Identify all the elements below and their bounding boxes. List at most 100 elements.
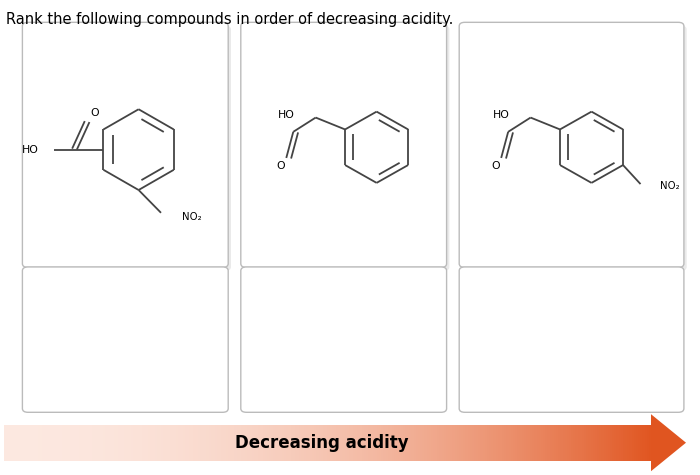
Polygon shape: [468, 425, 470, 461]
Polygon shape: [591, 425, 593, 461]
Polygon shape: [43, 425, 45, 461]
Polygon shape: [508, 425, 511, 461]
Polygon shape: [569, 425, 571, 461]
Polygon shape: [181, 425, 183, 461]
Polygon shape: [444, 425, 446, 461]
Polygon shape: [57, 425, 60, 461]
Polygon shape: [610, 425, 612, 461]
Polygon shape: [478, 425, 480, 461]
Polygon shape: [606, 425, 608, 461]
Polygon shape: [476, 425, 478, 461]
Polygon shape: [638, 425, 640, 461]
Polygon shape: [271, 425, 273, 461]
Polygon shape: [511, 425, 513, 461]
Polygon shape: [228, 425, 230, 461]
Polygon shape: [412, 425, 414, 461]
Polygon shape: [599, 425, 601, 461]
Polygon shape: [64, 425, 66, 461]
Text: O: O: [91, 107, 99, 118]
Polygon shape: [308, 425, 310, 461]
Polygon shape: [159, 425, 161, 461]
Polygon shape: [480, 425, 483, 461]
Polygon shape: [237, 425, 239, 461]
Polygon shape: [556, 425, 558, 461]
Polygon shape: [139, 425, 141, 461]
Polygon shape: [21, 425, 23, 461]
Polygon shape: [209, 425, 211, 461]
Polygon shape: [424, 425, 426, 461]
Text: HO: HO: [278, 110, 295, 120]
Polygon shape: [27, 425, 29, 461]
Text: O: O: [491, 162, 500, 171]
FancyBboxPatch shape: [22, 267, 228, 412]
Polygon shape: [543, 425, 545, 461]
Polygon shape: [40, 425, 43, 461]
Polygon shape: [135, 425, 137, 461]
Polygon shape: [530, 425, 532, 461]
Polygon shape: [234, 425, 237, 461]
Polygon shape: [118, 425, 120, 461]
Polygon shape: [448, 425, 450, 461]
Polygon shape: [532, 425, 535, 461]
Polygon shape: [245, 425, 247, 461]
Polygon shape: [496, 425, 498, 461]
Polygon shape: [239, 425, 241, 461]
Polygon shape: [267, 425, 269, 461]
Polygon shape: [649, 425, 651, 461]
Polygon shape: [431, 425, 433, 461]
Polygon shape: [53, 425, 55, 461]
Polygon shape: [297, 425, 299, 461]
Polygon shape: [506, 425, 508, 461]
Polygon shape: [524, 425, 526, 461]
Polygon shape: [226, 425, 228, 461]
Polygon shape: [204, 425, 206, 461]
Text: NO₂: NO₂: [182, 211, 202, 222]
Polygon shape: [332, 425, 334, 461]
Polygon shape: [232, 425, 234, 461]
Polygon shape: [454, 425, 456, 461]
Polygon shape: [191, 425, 193, 461]
Polygon shape: [211, 425, 213, 461]
Polygon shape: [582, 425, 584, 461]
Polygon shape: [474, 425, 476, 461]
Polygon shape: [88, 425, 90, 461]
Polygon shape: [47, 425, 49, 461]
Polygon shape: [275, 425, 278, 461]
FancyBboxPatch shape: [241, 267, 447, 412]
Polygon shape: [12, 425, 14, 461]
Polygon shape: [414, 425, 416, 461]
Polygon shape: [483, 425, 485, 461]
Polygon shape: [342, 425, 344, 461]
Polygon shape: [636, 425, 638, 461]
Polygon shape: [66, 425, 69, 461]
Polygon shape: [426, 425, 428, 461]
Polygon shape: [62, 425, 64, 461]
Polygon shape: [334, 425, 336, 461]
Polygon shape: [19, 425, 21, 461]
Polygon shape: [450, 425, 452, 461]
Polygon shape: [155, 425, 157, 461]
Polygon shape: [14, 425, 17, 461]
Polygon shape: [286, 425, 288, 461]
Polygon shape: [187, 425, 189, 461]
Polygon shape: [109, 425, 111, 461]
Polygon shape: [224, 425, 226, 461]
Polygon shape: [382, 425, 384, 461]
FancyBboxPatch shape: [459, 22, 684, 267]
Polygon shape: [321, 425, 323, 461]
Polygon shape: [438, 425, 440, 461]
Polygon shape: [452, 425, 454, 461]
Polygon shape: [388, 425, 390, 461]
Polygon shape: [146, 425, 148, 461]
Polygon shape: [113, 425, 116, 461]
Polygon shape: [97, 425, 99, 461]
Polygon shape: [167, 425, 169, 461]
Polygon shape: [617, 425, 619, 461]
Polygon shape: [111, 425, 113, 461]
Polygon shape: [351, 425, 353, 461]
Polygon shape: [198, 425, 200, 461]
Polygon shape: [402, 425, 405, 461]
Polygon shape: [615, 425, 617, 461]
Polygon shape: [295, 425, 297, 461]
FancyBboxPatch shape: [25, 26, 231, 271]
